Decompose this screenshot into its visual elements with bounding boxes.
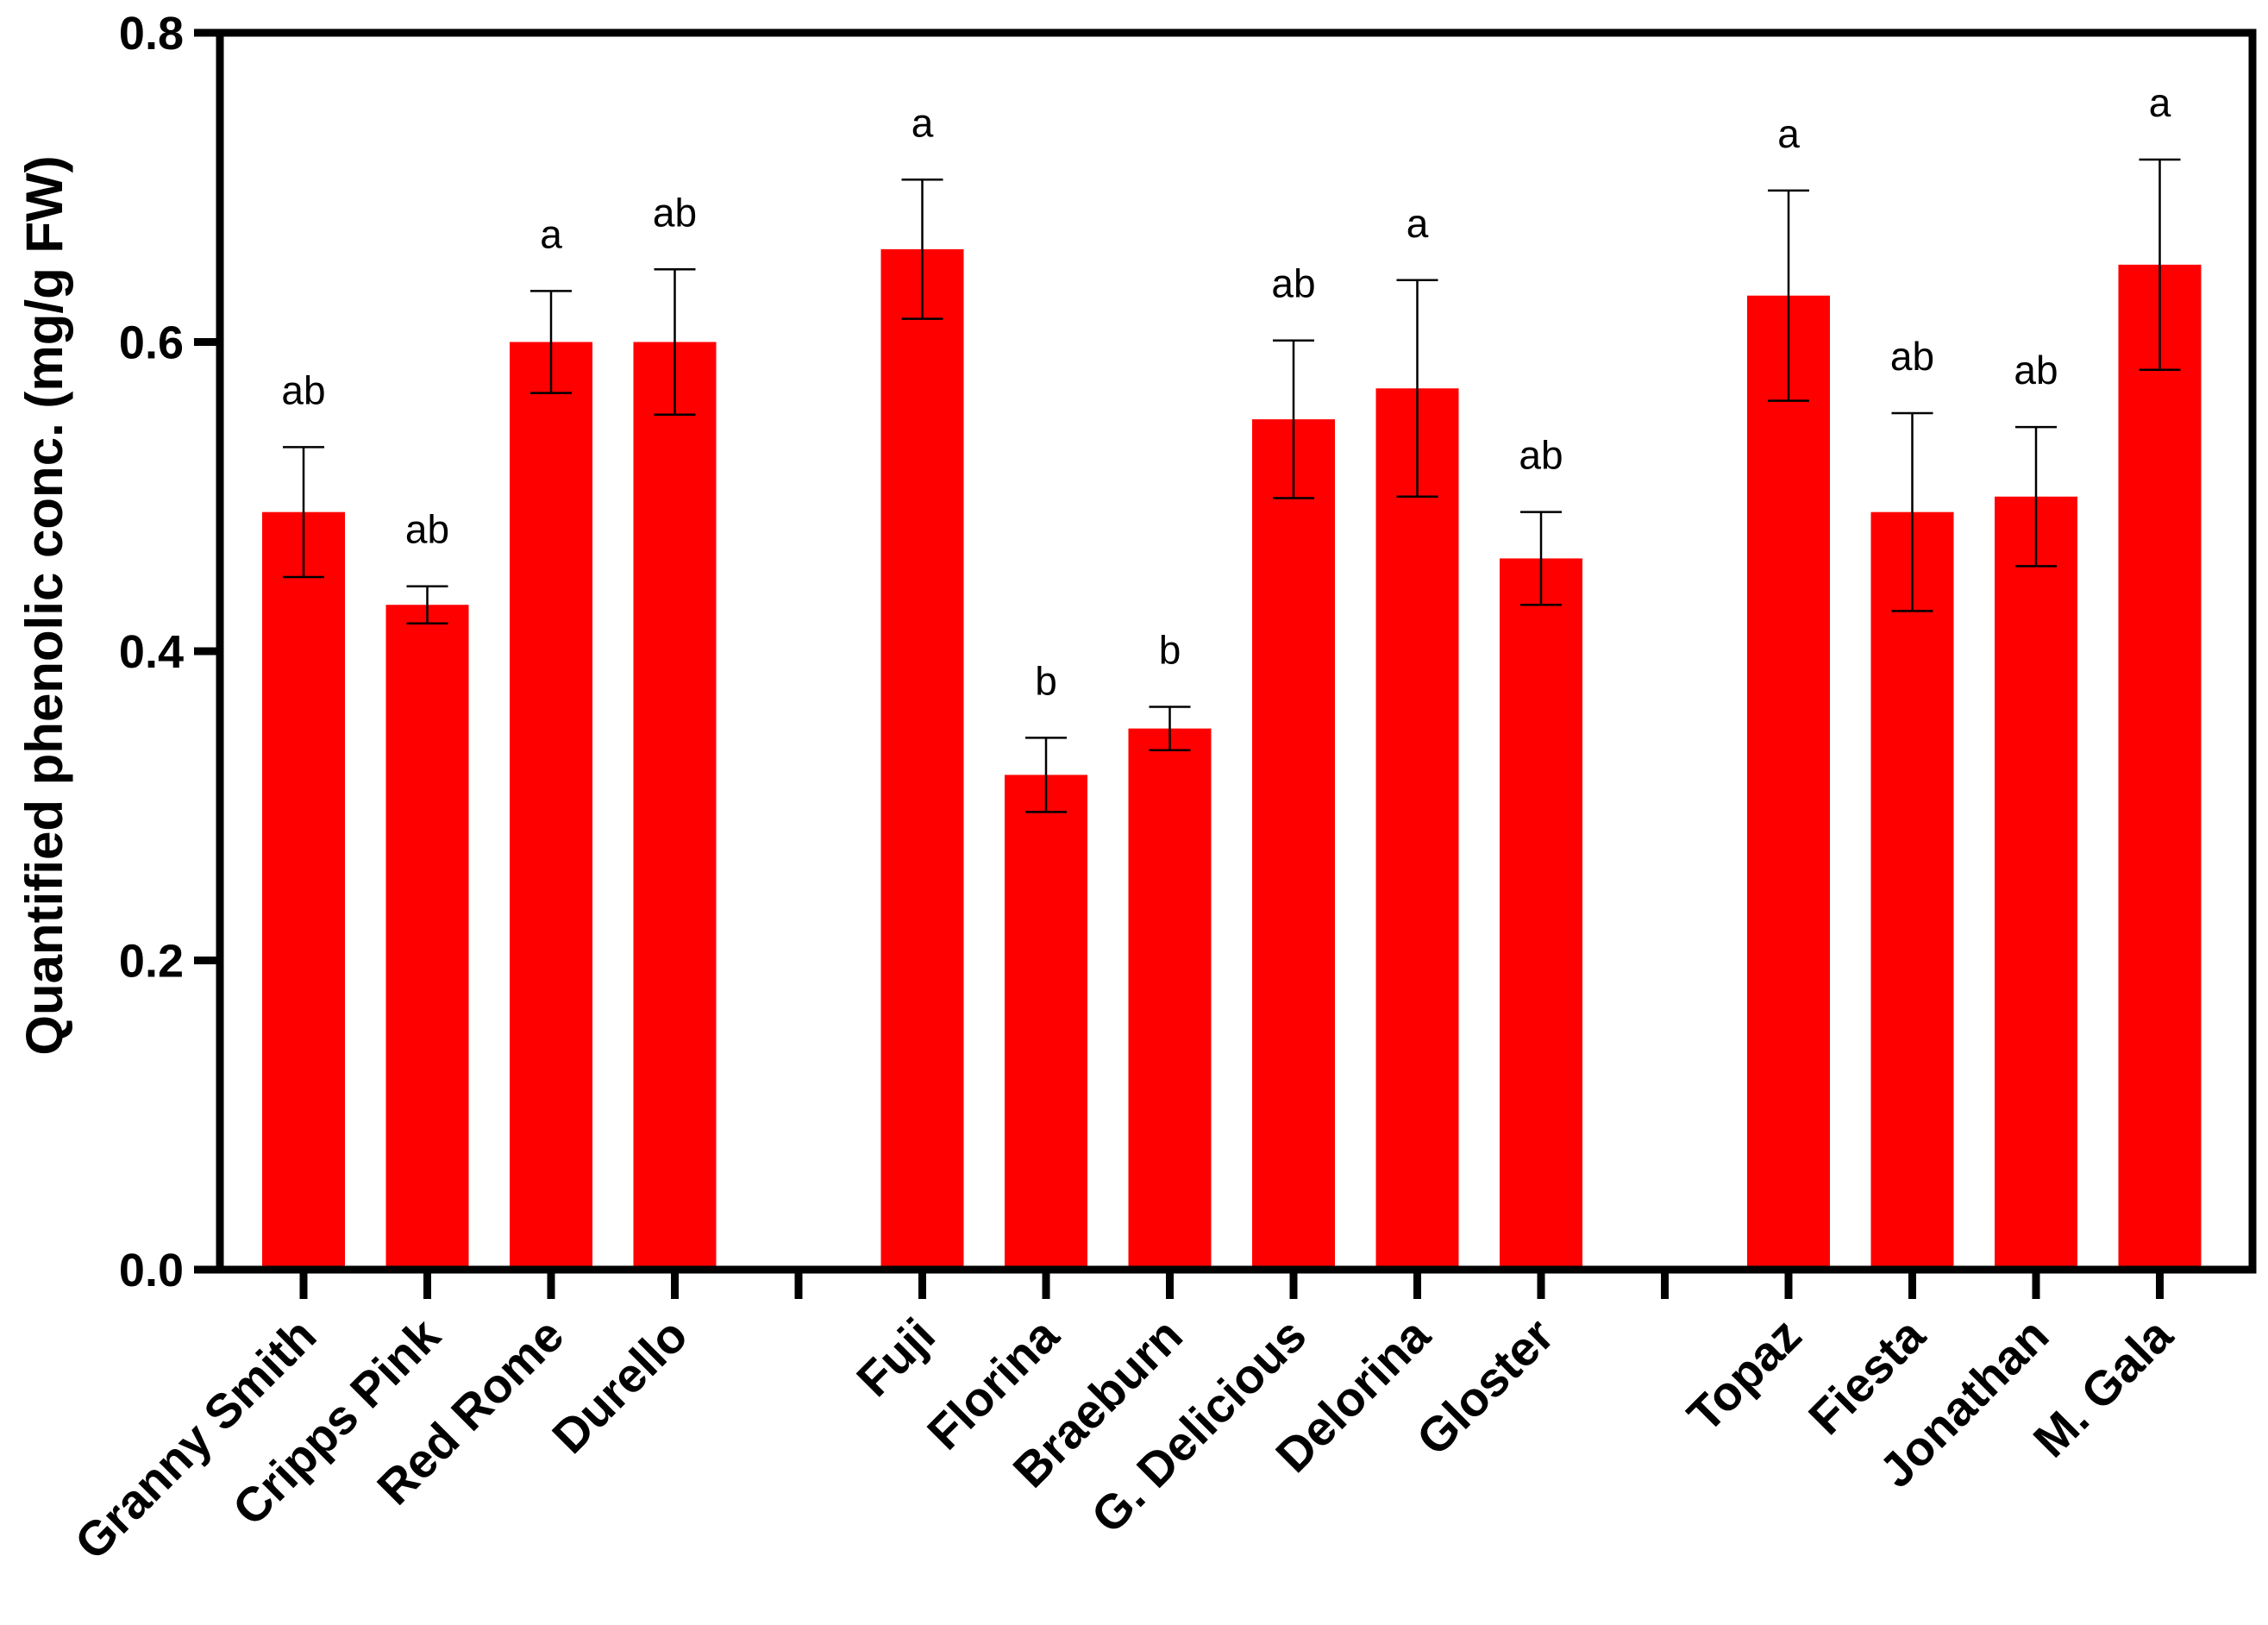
significance-label: b — [1035, 658, 1057, 703]
bar — [510, 342, 592, 1270]
bar — [633, 342, 717, 1270]
bar — [1500, 558, 1582, 1270]
axes-layer: 0.0 0.2 0.4 0.6 0.8 — [119, 8, 2257, 1299]
bars-layer — [262, 248, 2202, 1271]
bar — [880, 248, 964, 1271]
significance-label: ab — [405, 507, 449, 552]
x-tick-label: G. Delicious — [1081, 1308, 1316, 1543]
significance-label: a — [2149, 80, 2171, 125]
y-tick-label: 0.6 — [119, 317, 184, 369]
y-tick-label: 0.2 — [119, 936, 184, 988]
significance-label: ab — [653, 190, 697, 235]
significance-label: a — [1407, 201, 1429, 246]
bar — [1252, 419, 1335, 1270]
significance-label: ab — [1890, 334, 1934, 379]
significance-label: ab — [2014, 348, 2058, 392]
bar — [1375, 388, 1459, 1270]
y-tick-label: 0.8 — [119, 8, 184, 60]
significance-label: a — [912, 100, 934, 145]
y-tick-label: 0.0 — [119, 1245, 184, 1296]
bar — [385, 605, 469, 1270]
x-tick-label: M. Gala — [2023, 1307, 2183, 1467]
bar — [1995, 496, 2077, 1270]
bar — [1870, 511, 1954, 1270]
error-bars-layer — [283, 158, 2181, 813]
significance-label: b — [1159, 628, 1181, 673]
significance-label: a — [1777, 111, 1800, 156]
x-tick-label: Topaz — [1676, 1308, 1811, 1442]
significance-label: a — [540, 211, 562, 256]
bar — [1747, 295, 1830, 1271]
y-axis-title: Quantified phenolic conc. (mg/g FW) — [16, 155, 73, 1055]
y-tick-label: 0.4 — [119, 626, 184, 678]
significance-label: ab — [1519, 433, 1563, 478]
x-tick-label: Durello — [542, 1308, 698, 1464]
significance-label: ab — [1271, 261, 1315, 306]
bar — [1005, 775, 1087, 1270]
bar — [1128, 728, 1212, 1270]
x-tick-label: Gloster — [1406, 1308, 1563, 1465]
significance-label: ab — [281, 367, 325, 412]
bar — [2118, 264, 2202, 1270]
bar — [262, 511, 345, 1270]
x-tick-label: Fuji — [846, 1308, 945, 1407]
